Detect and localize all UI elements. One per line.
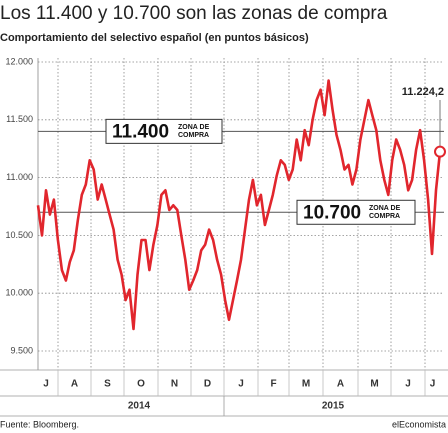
- chart-subtitle: Comportamiento del selectivo español (en…: [0, 32, 309, 44]
- year-label: 2015: [322, 401, 345, 412]
- data-line: [36, 79, 442, 331]
- year-label: 2014: [128, 401, 151, 412]
- chart-title: Los 11.400 y 10.700 son las zonas de com…: [0, 3, 388, 24]
- x-tick-label: D: [204, 379, 211, 390]
- end-marker: [434, 145, 446, 158]
- reference-box: [105, 118, 223, 144]
- x-tick-label: M: [302, 379, 310, 390]
- x-tick-label: J: [43, 379, 49, 390]
- reference-note: ZONA DE: [369, 205, 401, 212]
- y-tick-label: 12.000: [5, 56, 33, 66]
- x-tick-label: A: [337, 379, 344, 390]
- brand: elEconomista: [392, 419, 446, 429]
- y-tick-label: 11.500: [6, 114, 33, 124]
- value-label: 11.224,2: [402, 86, 444, 98]
- reference-note: COMPRA: [178, 132, 209, 139]
- x-tick-label: A: [71, 379, 78, 390]
- reference-label: 10.700: [303, 202, 361, 223]
- x-tick-label: S: [104, 379, 111, 390]
- source: Fuente: Bloomberg.: [0, 419, 79, 429]
- x-tick-label: F: [270, 379, 276, 390]
- reference-label: 11.400: [112, 121, 169, 142]
- x-tick-label: J: [238, 379, 244, 390]
- reference-note: ZONA DE: [178, 124, 210, 131]
- y-tick-label: 10.500: [5, 230, 33, 240]
- x-tick-label: J: [430, 379, 436, 390]
- reference-note: COMPRA: [369, 213, 400, 220]
- x-tick-label: N: [171, 379, 178, 390]
- x-tick-label: J: [405, 379, 411, 390]
- y-tick-label: 11.000: [6, 172, 33, 182]
- reference-box: [296, 199, 416, 225]
- x-tick-label: M: [370, 379, 378, 390]
- y-tick-label: 10.000: [5, 288, 33, 298]
- x-tick-label: O: [137, 379, 145, 390]
- y-tick-label: 9.500: [10, 345, 33, 355]
